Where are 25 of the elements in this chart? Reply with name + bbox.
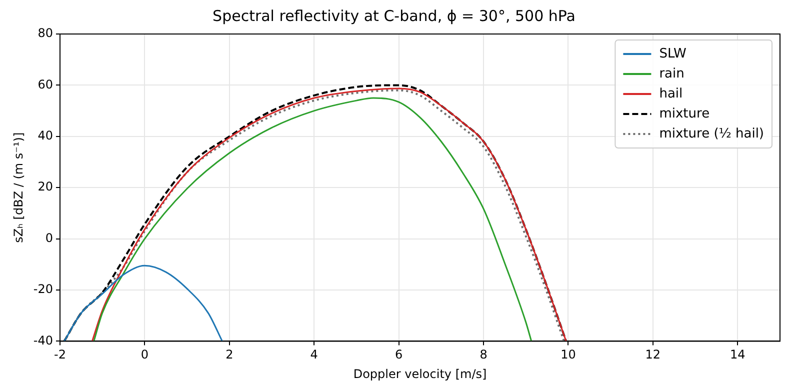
x-axis-title: Doppler velocity [m/s]: [353, 366, 487, 381]
x-tick-label: 2: [226, 348, 234, 362]
legend-label: SLW: [659, 46, 686, 62]
y-axis-title: sZₕ [dBZ / (m s⁻¹)]: [11, 132, 26, 243]
legend-label: hail: [659, 86, 683, 102]
y-tick-label: 40: [38, 128, 53, 143]
line-series: [63, 264, 223, 342]
y-tick-label: -20: [33, 282, 53, 296]
x-tick-label: 14: [730, 348, 746, 362]
x-tick-label: -2: [54, 348, 66, 362]
legend-label: mixture (½ hail): [659, 126, 764, 142]
y-tick-label: 20: [38, 180, 53, 194]
x-tick-label: 6: [395, 348, 403, 362]
x-tick-label: 8: [480, 348, 488, 362]
legend-label: mixture: [659, 106, 710, 122]
y-tick-label: 80: [38, 26, 53, 40]
y-tick-label: -40: [33, 333, 53, 348]
x-tick-label: 0: [140, 348, 149, 362]
y-tick-label: 60: [38, 77, 53, 92]
x-tick-label: 4: [310, 348, 318, 362]
legend-label: rain: [659, 66, 684, 82]
x-tick-label: 12: [645, 348, 661, 362]
y-tick-label: 0: [45, 230, 53, 245]
x-tick-label: 10: [560, 348, 576, 362]
chart-title: Spectral reflectivity at C-band, ϕ = 30°, 500 hPa: [212, 6, 576, 25]
